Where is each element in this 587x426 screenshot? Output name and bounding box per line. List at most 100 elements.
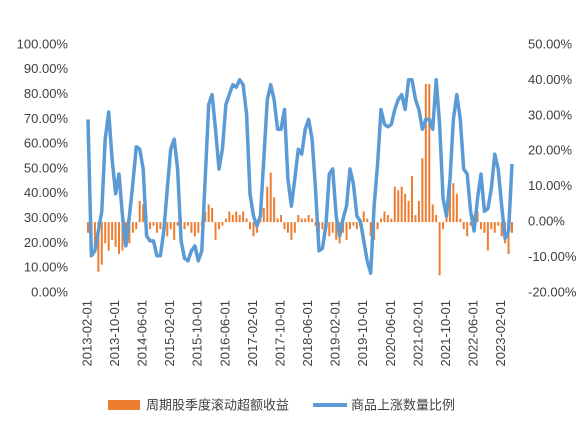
bar	[273, 197, 276, 223]
bar	[490, 222, 493, 230]
bar	[393, 186, 396, 223]
bar	[87, 222, 89, 233]
bar	[159, 222, 162, 230]
bar	[407, 200, 410, 223]
bar	[352, 222, 355, 226]
bar	[269, 172, 272, 223]
y2-tick-label: 50.00%	[528, 36, 573, 51]
bar	[486, 222, 489, 251]
y2-tick-label: -10.00%	[528, 249, 577, 264]
y2-tick-label: -20.00%	[528, 284, 577, 299]
y2-tick-label: 40.00%	[528, 72, 573, 87]
bar	[217, 222, 220, 230]
bar	[190, 222, 193, 233]
bar	[173, 222, 176, 240]
bar	[286, 222, 289, 233]
bar	[121, 222, 124, 251]
bar	[97, 222, 100, 272]
bar	[276, 218, 279, 223]
x-tick-label: 2017-02-01	[245, 300, 260, 367]
bar	[242, 211, 245, 223]
bar	[452, 183, 455, 223]
bar	[493, 222, 496, 233]
bar	[331, 222, 334, 233]
x-tick-label: 2015-02-01	[162, 300, 177, 367]
bar	[204, 211, 207, 223]
bar	[304, 218, 307, 223]
bar	[404, 193, 407, 223]
x-tick-label: 2015-10-01	[190, 300, 205, 367]
y-tick-label: 0.00%	[31, 284, 68, 299]
bar	[231, 215, 234, 223]
bar	[421, 158, 424, 223]
bar	[197, 222, 200, 233]
y-tick-label: 80.00%	[24, 86, 69, 101]
bar	[252, 222, 255, 237]
bar	[262, 207, 265, 223]
y2-tick-label: 10.00%	[528, 178, 573, 193]
bar	[466, 222, 469, 237]
bar	[176, 222, 179, 226]
bar	[476, 211, 479, 223]
bar	[266, 186, 269, 223]
bar	[424, 83, 427, 223]
bar	[435, 215, 438, 223]
bar	[293, 222, 296, 233]
bar	[211, 207, 214, 223]
x-tick-label: 2018-06-01	[300, 300, 315, 367]
bar	[104, 222, 107, 244]
bar	[311, 218, 314, 223]
bar	[155, 222, 158, 233]
bar	[107, 222, 110, 251]
legend-label: 周期股季度滚动超额收益	[146, 397, 289, 412]
bar	[228, 211, 231, 223]
bar	[235, 211, 238, 223]
bar	[414, 215, 417, 223]
bar	[383, 211, 386, 223]
bar	[152, 222, 155, 226]
bar	[511, 222, 513, 233]
bar	[307, 215, 310, 223]
bar	[297, 215, 300, 223]
bar	[224, 218, 227, 223]
x-tick-label: 2020-06-01	[383, 300, 398, 367]
bar	[100, 222, 103, 265]
x-tick-label: 2016-06-01	[217, 300, 232, 367]
bar	[390, 218, 393, 223]
y2-tick-label: 0.00%	[528, 214, 565, 229]
bar	[138, 200, 141, 223]
y-tick-label: 40.00%	[24, 185, 69, 200]
bar	[193, 222, 196, 237]
bar	[369, 222, 372, 237]
bar	[93, 222, 96, 247]
x-tick-label: 2021-02-01	[410, 300, 425, 367]
bar	[376, 222, 379, 230]
line	[86, 77, 514, 275]
bar	[128, 222, 131, 244]
legend-swatch	[108, 400, 140, 410]
bar	[169, 222, 172, 230]
y-tick-label: 70.00%	[24, 111, 69, 126]
x-tick-label: 2017-10-01	[272, 300, 287, 367]
bar	[366, 218, 369, 223]
bar	[142, 204, 145, 223]
x-tick-label: 2023-02-01	[493, 300, 508, 367]
bar	[118, 222, 121, 255]
bar	[417, 200, 420, 223]
bar	[411, 176, 414, 223]
bar	[314, 222, 317, 226]
bar	[249, 222, 252, 230]
legend-label: 商品上涨数量比例	[351, 397, 455, 412]
y-tick-label: 30.00%	[24, 210, 69, 225]
y-tick-label: 20.00%	[24, 235, 69, 250]
bar	[221, 222, 224, 226]
bar	[497, 222, 500, 226]
bar	[335, 222, 338, 240]
bar	[183, 222, 186, 230]
x-tick-label: 2013-10-01	[107, 300, 122, 367]
bar	[111, 222, 114, 240]
x-tick-label: 2021-10-01	[438, 300, 453, 367]
bar	[442, 222, 445, 230]
bar	[280, 215, 283, 223]
